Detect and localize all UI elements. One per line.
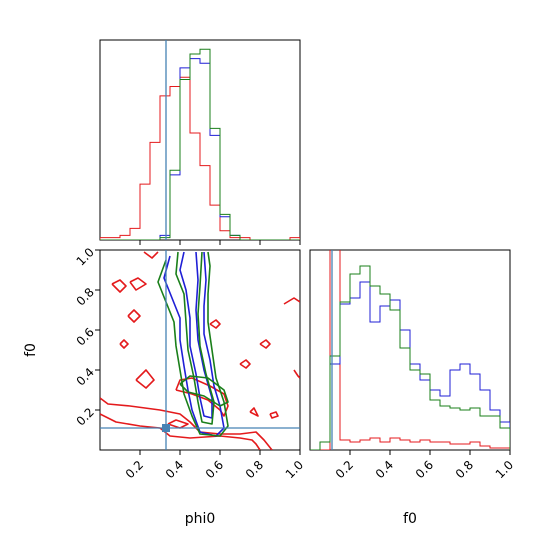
contour-red-16 — [167, 419, 189, 429]
contour-red-12 — [269, 411, 279, 419]
contour-green-21 — [179, 375, 229, 407]
panel-2d-frame — [99, 249, 301, 451]
f0-tick-label: 0.2 — [333, 458, 356, 481]
phi0-hist-green — [100, 48, 300, 240]
contour-blue-18 — [179, 251, 213, 419]
contour-red-14 — [100, 413, 261, 450]
contour-red-5 — [135, 369, 155, 389]
contour-red-11 — [249, 407, 259, 417]
contour-red-3 — [127, 309, 141, 323]
phi0-f0-contours — [100, 251, 300, 450]
f0-hist-green — [310, 265, 510, 450]
f0-y-tick-label: 0.2 — [74, 405, 97, 428]
panel-phi0-hist-frame — [99, 39, 301, 241]
contour-red-9 — [283, 297, 300, 305]
phi0-tick-label: 0.6 — [203, 458, 226, 481]
phi0-tick-label: 1.0 — [283, 458, 306, 481]
contour-green-19 — [157, 251, 229, 437]
phi0-hist-blue — [100, 58, 300, 240]
truth-markers — [100, 40, 333, 450]
y-axis-title-f0: f0 — [23, 343, 39, 357]
f0-y-tick-label: 1.0 — [74, 245, 97, 268]
phi0-tick-label: 0.4 — [163, 458, 186, 481]
phi0-histogram — [100, 48, 300, 240]
contour-blue-17 — [163, 251, 225, 437]
contour-red-10 — [293, 369, 300, 379]
contour-red-15 — [175, 377, 229, 417]
phi0-tick-label: 0.8 — [243, 458, 266, 481]
phi0-tick-label: 0.2 — [123, 458, 146, 481]
contour-red-6 — [209, 319, 221, 329]
f0-tick-label: 0.4 — [373, 458, 396, 481]
truth-point — [162, 424, 170, 432]
contour-red-2 — [129, 277, 147, 291]
f0-hist-red — [310, 250, 510, 450]
f0-tick-label: 1.0 — [493, 458, 516, 481]
f0-histogram — [310, 250, 510, 450]
phi0-hist-red — [100, 76, 300, 240]
panel-f0-hist-frame — [309, 249, 511, 451]
f0-tick-label: 0.8 — [453, 458, 476, 481]
x-axis-title-phi0: phi0 — [185, 511, 216, 527]
contour-red-0 — [143, 251, 159, 259]
contour-red-13 — [100, 397, 273, 450]
contour-green-20 — [175, 251, 215, 425]
x-axis-title-f0: f0 — [403, 511, 417, 527]
axis-ticks: 0.2 0.4 0.6 0.8 1.0 0.2 0.4 0.6 0.8 1.0 0.2 0.4 0.6 0… — [74, 240, 516, 481]
f0-y-tick-label: 0.8 — [74, 285, 97, 308]
contour-red-7 — [239, 359, 251, 369]
contour-red-4 — [119, 339, 129, 349]
f0-y-tick-label: 0.6 — [74, 325, 97, 348]
f0-y-tick-label: 0.4 — [74, 365, 97, 388]
contour-red-1 — [111, 279, 127, 293]
f0-tick-label: 0.6 — [413, 458, 436, 481]
contour-red-8 — [259, 339, 271, 349]
